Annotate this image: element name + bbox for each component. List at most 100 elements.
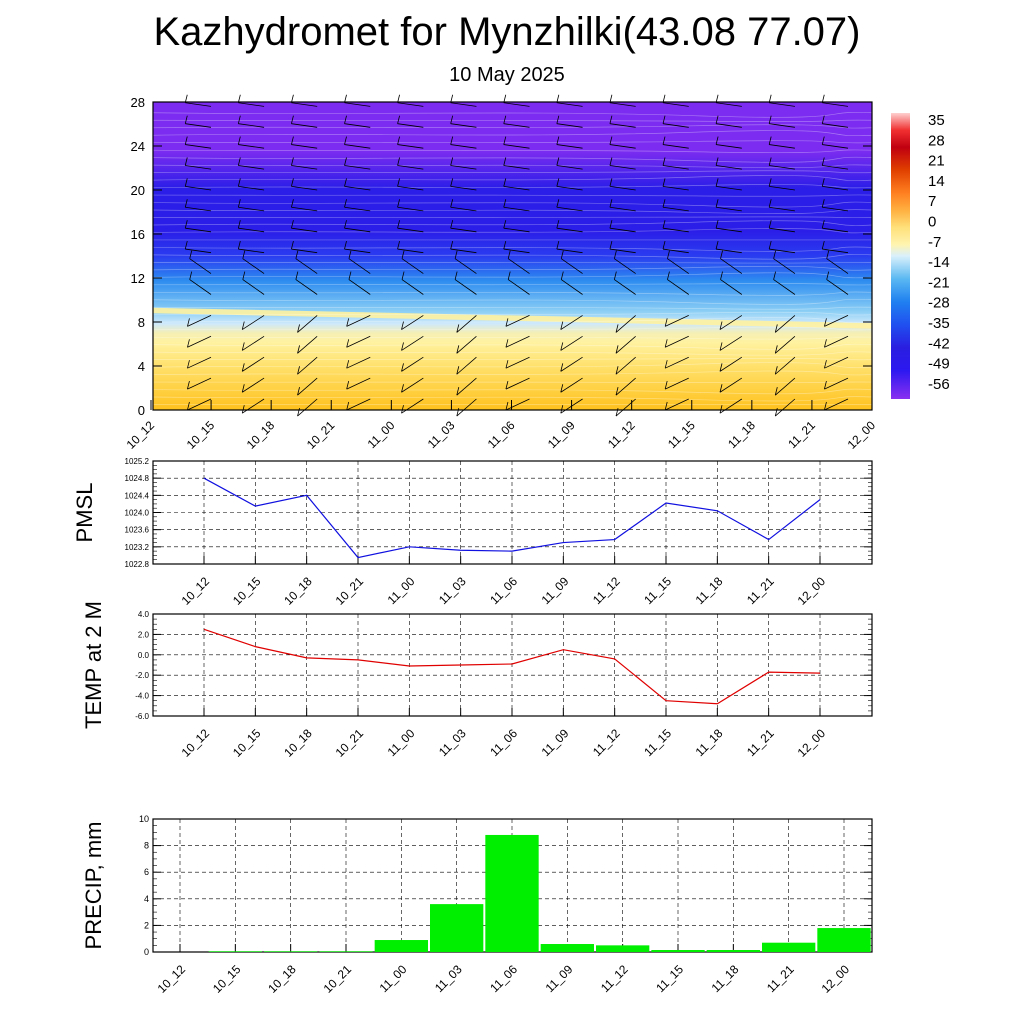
wind-barb-feather bbox=[774, 345, 778, 354]
wind-barb-feather bbox=[821, 199, 825, 208]
wind-barb-feather bbox=[774, 407, 778, 417]
wind-barb-feather bbox=[768, 178, 772, 187]
wind-barb bbox=[556, 227, 583, 233]
wind-barb bbox=[295, 258, 318, 274]
heatmap-frame bbox=[152, 101, 873, 411]
pmsl-series-line bbox=[203, 477, 821, 559]
wind-barb bbox=[824, 377, 849, 390]
x-tick-label: 10_21 bbox=[321, 962, 355, 996]
x-tick-label: 11_06 bbox=[487, 726, 520, 759]
wind-barb bbox=[665, 398, 689, 411]
wind-barb bbox=[773, 279, 796, 295]
wind-barb bbox=[344, 102, 371, 107]
wind-barb-feather bbox=[774, 366, 778, 375]
wind-barb-feather bbox=[662, 178, 666, 187]
x-tick-label: 10_12 bbox=[179, 726, 213, 760]
temperature-contour bbox=[152, 124, 873, 129]
x-tick-label: 10_12 bbox=[179, 574, 213, 608]
y-tick-label: 4.0 bbox=[138, 610, 150, 619]
wind-barb bbox=[348, 279, 371, 295]
wind-barb-feather bbox=[719, 405, 723, 414]
temperature-contour bbox=[152, 228, 873, 234]
wind-barb-feather bbox=[401, 250, 405, 259]
wind-barb bbox=[665, 335, 689, 348]
wind-barb-feather bbox=[662, 136, 666, 145]
wind-barb-feather bbox=[187, 360, 190, 369]
wind-barb bbox=[242, 398, 265, 414]
colorbar-label: 21 bbox=[928, 153, 945, 170]
wind-barb bbox=[238, 206, 265, 212]
y-tick-label: 8 bbox=[138, 315, 145, 330]
y-tick-label: 1023.6 bbox=[125, 526, 150, 535]
wind-barb-feather bbox=[401, 321, 404, 330]
colorbar-label: -21 bbox=[928, 274, 950, 291]
wind-barb bbox=[662, 206, 689, 212]
temperature-contour bbox=[152, 306, 873, 310]
x-tick-label: 10_12 bbox=[155, 962, 189, 996]
wind-barb bbox=[614, 279, 636, 295]
wind-barb bbox=[450, 165, 477, 170]
x-tick-label: 10_15 bbox=[230, 574, 264, 608]
x-tick-label: 11_12 bbox=[590, 726, 623, 759]
wind-barb-feather bbox=[715, 199, 719, 208]
wind-barb-feather bbox=[297, 407, 300, 417]
wind-barb-feather bbox=[241, 405, 245, 414]
wind-barb-feather bbox=[719, 384, 723, 393]
wind-barb bbox=[826, 279, 849, 295]
x-tick-label: 11_03 bbox=[436, 726, 469, 759]
colorbar-label: 0 bbox=[928, 214, 936, 231]
wind-barb-feather bbox=[297, 345, 300, 354]
temperature-contour bbox=[152, 119, 873, 123]
x-tick-label: 11_09 bbox=[539, 574, 572, 607]
wind-barb-feather bbox=[719, 321, 723, 330]
wind-barb-feather bbox=[295, 271, 299, 280]
wind-barb-feather bbox=[503, 240, 507, 250]
temperature-contour bbox=[152, 381, 873, 384]
wind-barb bbox=[503, 185, 530, 191]
wind-barb bbox=[187, 356, 212, 369]
temperature-contour bbox=[152, 311, 873, 316]
x-tick-label: 10_12 bbox=[124, 418, 158, 452]
pmsl-panel-ylabel: PMSL bbox=[72, 483, 97, 543]
wind-barb-feather bbox=[189, 250, 193, 259]
wind-barb-feather bbox=[344, 115, 347, 124]
wind-barb-feather bbox=[184, 157, 188, 166]
wind-barb bbox=[344, 206, 371, 212]
wind-barb bbox=[401, 258, 424, 274]
x-tick-label: 11_15 bbox=[665, 418, 698, 451]
wind-barb bbox=[187, 335, 212, 348]
wind-barb bbox=[238, 165, 265, 170]
wind-barb bbox=[556, 206, 583, 212]
wind-barb bbox=[503, 248, 530, 254]
wind-barb bbox=[503, 227, 530, 233]
x-tick-label: 10_18 bbox=[281, 726, 315, 760]
wind-barb bbox=[397, 123, 424, 128]
wind-barb bbox=[450, 227, 477, 233]
x-tick-label: 11_03 bbox=[436, 574, 469, 607]
x-tick-label: 11_06 bbox=[485, 418, 518, 451]
y-tick-label: 4 bbox=[144, 894, 149, 904]
wind-barb-feather bbox=[397, 178, 400, 187]
wind-barb bbox=[242, 258, 265, 274]
wind-barb-feather bbox=[667, 250, 670, 259]
wind-barb bbox=[185, 123, 212, 128]
wind-barb-feather bbox=[556, 178, 560, 187]
wind-barb bbox=[662, 144, 689, 149]
wind-barb bbox=[561, 279, 583, 295]
temperature-contour bbox=[152, 396, 873, 402]
wind-barb-feather bbox=[237, 178, 241, 187]
wind-barb bbox=[716, 123, 742, 128]
wind-barb-feather bbox=[503, 220, 507, 229]
wind-barb bbox=[185, 185, 212, 191]
wind-barb-feather bbox=[773, 250, 777, 259]
temperature-contour bbox=[152, 149, 873, 154]
wind-barb bbox=[556, 102, 583, 107]
wind-barb-feather bbox=[344, 220, 347, 229]
wind-barb-feather bbox=[826, 250, 830, 259]
x-tick-label: 11_21 bbox=[785, 418, 818, 451]
wind-barb bbox=[719, 315, 743, 330]
x-tick-label: 11_06 bbox=[487, 962, 520, 995]
wind-barb-feather bbox=[291, 199, 294, 208]
wind-barb bbox=[826, 258, 849, 274]
wind-barb bbox=[401, 377, 424, 393]
